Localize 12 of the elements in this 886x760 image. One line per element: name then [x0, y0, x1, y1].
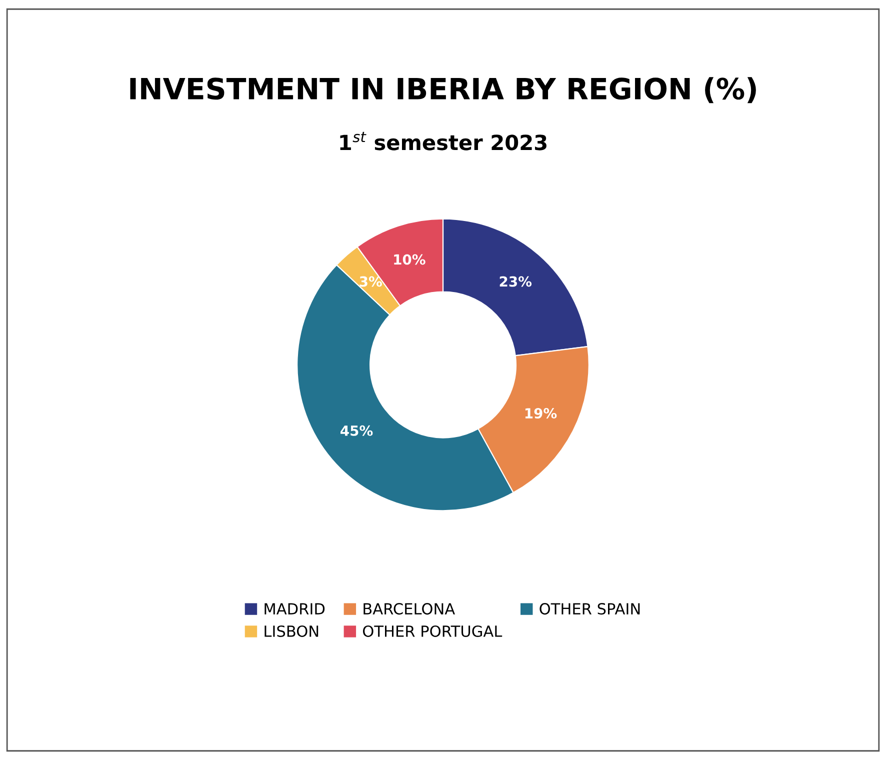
legend-label: OTHER PORTUGAL	[363, 625, 502, 637]
data-label: 3%	[360, 276, 382, 287]
chart-title: INVESTMENT IN IBERIA BY REGION (%)	[130, 77, 756, 104]
legend-label: LISBON	[264, 625, 318, 637]
data-label: 45%	[340, 425, 373, 436]
legend-label: BARCELONA	[364, 603, 455, 615]
data-label: 10%	[394, 254, 426, 265]
legend-label: MADRID	[264, 603, 325, 614]
legend-label: OTHER SPAIN	[540, 603, 640, 615]
chart-subtitle: 1$^{st}$ semester 2023	[340, 132, 546, 150]
data-label: 19%	[525, 408, 557, 419]
data-label: 23%	[500, 276, 532, 287]
